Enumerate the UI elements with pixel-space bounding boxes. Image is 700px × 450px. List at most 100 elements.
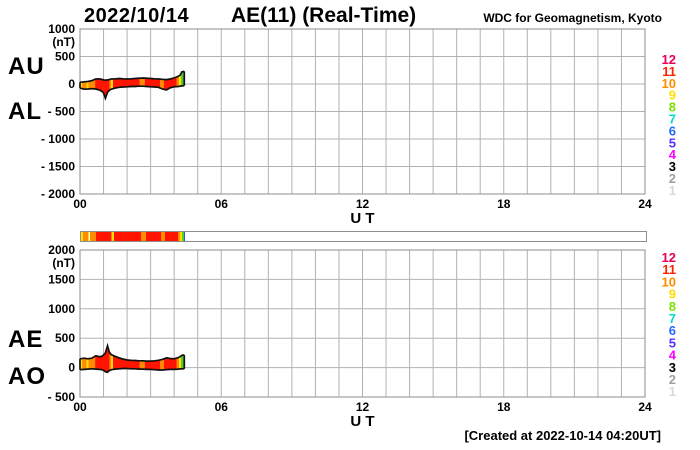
y-tick-label: - 1500 bbox=[41, 160, 75, 174]
x-tick-label: 12 bbox=[356, 197, 370, 211]
band-segment bbox=[111, 354, 113, 370]
station-number-12: 12 bbox=[662, 250, 676, 265]
al-outline bbox=[79, 84, 185, 101]
y-unit-label: (nT) bbox=[52, 35, 75, 49]
ao-outline bbox=[79, 367, 185, 374]
station-number-6: 6 bbox=[669, 123, 676, 138]
station-number-3: 3 bbox=[669, 159, 676, 174]
station-number-9: 9 bbox=[669, 287, 676, 302]
station-number-7: 7 bbox=[669, 311, 676, 326]
band-segment bbox=[179, 356, 181, 369]
station-number-6: 6 bbox=[669, 323, 676, 338]
ae-axis-label: AE bbox=[8, 326, 44, 353]
band-segment bbox=[144, 78, 161, 89]
band-segment bbox=[109, 352, 112, 371]
x-tick-label: 12 bbox=[356, 400, 370, 414]
y-tick-label: 500 bbox=[55, 50, 75, 64]
station-number-10: 10 bbox=[662, 76, 676, 91]
strip-segment bbox=[87, 232, 90, 241]
y-tick-label: 0 bbox=[68, 361, 75, 375]
strip-segment bbox=[114, 232, 141, 241]
strip-segment bbox=[96, 232, 111, 241]
x-tick-label: 06 bbox=[215, 400, 229, 414]
y-tick-label: - 500 bbox=[48, 105, 76, 119]
created-timestamp: [Created at 2022-10-14 04:20UT] bbox=[464, 428, 661, 443]
station-number-1: 1 bbox=[669, 384, 676, 399]
x-tick-label: 00 bbox=[73, 197, 87, 211]
x-tick-label: 18 bbox=[497, 197, 511, 211]
x-tick-label: 24 bbox=[638, 197, 652, 211]
plot-date: 2022/10/14 bbox=[84, 5, 190, 27]
ut-axis-label: U T bbox=[350, 413, 374, 430]
band-segment bbox=[139, 78, 145, 87]
y-tick-label: - 1000 bbox=[41, 132, 75, 146]
strip-segment bbox=[89, 232, 97, 241]
y-unit-label: (nT) bbox=[52, 256, 75, 270]
y-tick-label: 1000 bbox=[48, 302, 75, 316]
band-segment bbox=[82, 358, 87, 370]
y-tick-label: 0 bbox=[68, 77, 75, 91]
x-tick-label: 24 bbox=[638, 400, 652, 414]
station-number-7: 7 bbox=[669, 112, 676, 127]
plot-title: AE(11) (Real-Time) bbox=[231, 4, 417, 27]
band-segment bbox=[86, 81, 89, 89]
band-segment bbox=[86, 358, 89, 370]
station-number-5: 5 bbox=[669, 335, 676, 350]
band-segment bbox=[139, 360, 145, 370]
band-segment bbox=[88, 356, 96, 369]
y-tick-label: 1000 bbox=[48, 22, 75, 36]
band-segment bbox=[179, 73, 181, 87]
station-number-8: 8 bbox=[669, 100, 676, 115]
station-number-3: 3 bbox=[669, 360, 676, 375]
band-segment bbox=[109, 79, 112, 91]
ae-outline bbox=[79, 342, 185, 362]
station-number-5: 5 bbox=[669, 135, 676, 150]
band-segment bbox=[176, 75, 180, 87]
credit-text: WDC for Geomagnetism, Kyoto bbox=[483, 11, 662, 25]
station-number-11: 11 bbox=[662, 64, 676, 79]
station-number-12: 12 bbox=[662, 52, 676, 67]
station-number-2: 2 bbox=[669, 372, 676, 387]
band-segment bbox=[176, 357, 180, 370]
strip-segment bbox=[177, 232, 181, 241]
plot-frame bbox=[79, 249, 646, 398]
y-tick-label: 1500 bbox=[48, 272, 75, 286]
strip-segment bbox=[83, 232, 88, 241]
au-outline bbox=[79, 70, 185, 84]
x-tick-label: 18 bbox=[497, 400, 511, 414]
x-tick-label: 00 bbox=[73, 400, 87, 414]
station-number-11: 11 bbox=[662, 262, 676, 277]
strip-segment bbox=[184, 232, 186, 241]
al-axis-label: AL bbox=[8, 98, 42, 125]
plot-frame bbox=[79, 28, 646, 195]
strip-segment bbox=[182, 232, 185, 241]
strip-segment bbox=[112, 232, 114, 241]
band-segment bbox=[181, 355, 184, 369]
band-segment bbox=[82, 81, 87, 90]
band-segment bbox=[111, 78, 113, 90]
y-tick-label: 2000 bbox=[48, 243, 75, 257]
ao-axis-label: AO bbox=[8, 363, 46, 390]
band-segment bbox=[164, 357, 177, 370]
au-axis-label: AU bbox=[8, 53, 45, 80]
y-tick-label: - 2000 bbox=[41, 187, 75, 201]
station-availability-strip bbox=[80, 231, 647, 242]
strip-segment bbox=[180, 232, 182, 241]
station-number-10: 10 bbox=[662, 274, 676, 289]
x-tick-label: 06 bbox=[215, 197, 229, 211]
station-number-4: 4 bbox=[669, 147, 677, 162]
band-segment bbox=[160, 358, 164, 370]
y-tick-label: - 500 bbox=[48, 390, 76, 404]
station-number-2: 2 bbox=[669, 171, 676, 186]
station-number-4: 4 bbox=[669, 348, 677, 363]
band-segment bbox=[160, 79, 164, 90]
ut-axis-label: U T bbox=[350, 210, 374, 227]
strip-segment bbox=[165, 232, 178, 241]
band-segment bbox=[95, 345, 110, 373]
strip-segment bbox=[81, 232, 84, 241]
band-segment bbox=[95, 78, 110, 99]
band-segment bbox=[144, 359, 161, 370]
band-segment bbox=[181, 71, 184, 87]
